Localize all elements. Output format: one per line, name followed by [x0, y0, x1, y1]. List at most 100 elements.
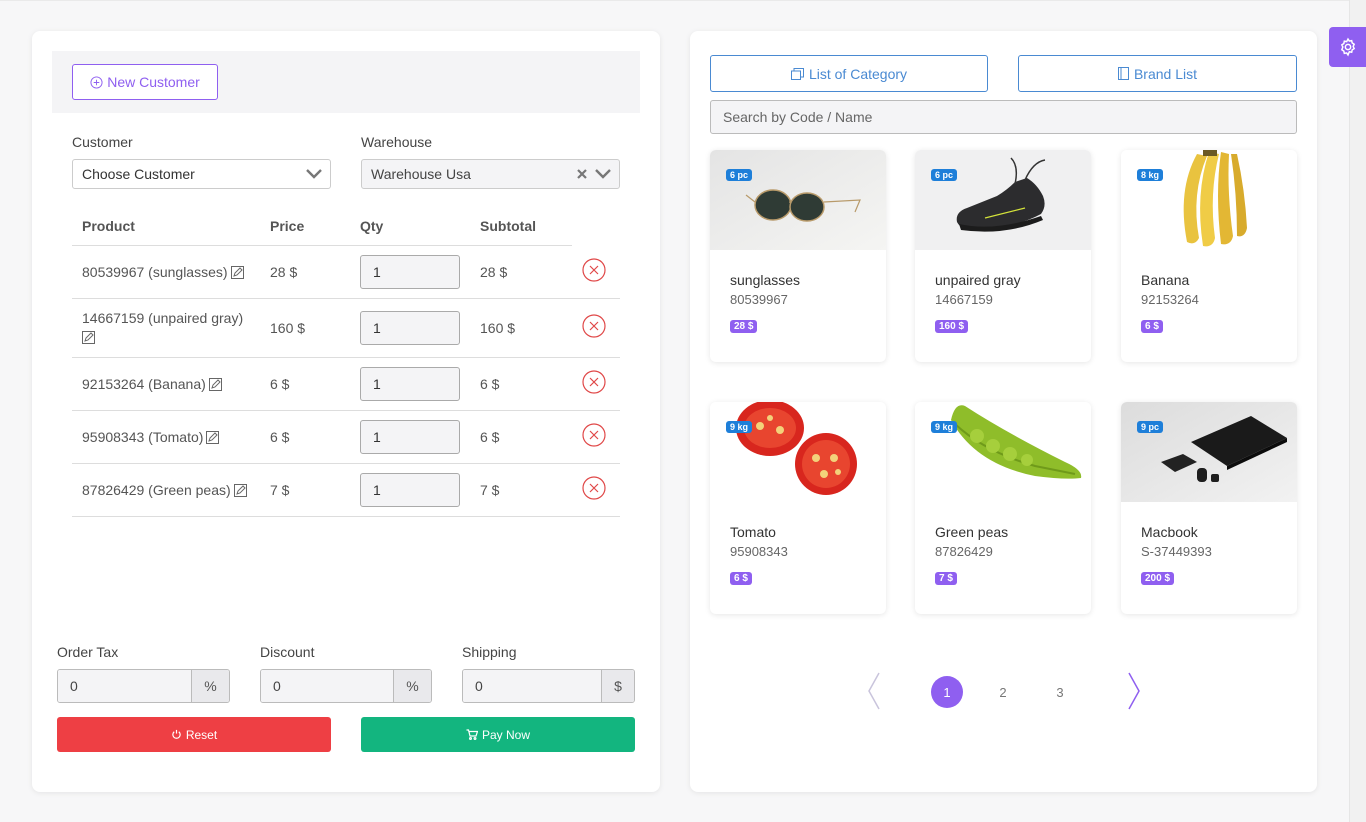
cart-subtotal-cell: 28 $ [470, 245, 572, 299]
order-tax-group: % [57, 669, 230, 703]
cart-product-name: 80539967 (sunglasses) [82, 263, 228, 280]
list-of-category-label: List of Category [808, 65, 908, 82]
reset-button[interactable]: Reset [57, 717, 331, 752]
remove-item-button[interactable] [582, 258, 606, 282]
customizer-settings-button[interactable] [1329, 27, 1366, 67]
clear-icon[interactable] [577, 169, 587, 179]
gear-icon [1340, 37, 1355, 57]
product-card[interactable]: 6 pc unpaired gray 14667159 160 $ [915, 150, 1091, 362]
prev-page-button[interactable] [865, 671, 885, 711]
chevron-right-icon [1128, 672, 1140, 710]
subtotal-column-header: Subtotal [470, 208, 572, 246]
close-circle-icon [582, 476, 606, 500]
product-column-header: Product [72, 208, 260, 246]
shipping-input[interactable] [463, 670, 601, 702]
page-2-button[interactable]: 2 [999, 684, 1007, 700]
discount-group: % [260, 669, 432, 703]
product-card[interactable]: 9 kg Tomato 95908343 6 $ [710, 402, 886, 614]
cart-product-name: 95908343 (Tomato) [82, 428, 204, 445]
product-image [1121, 402, 1297, 502]
price-badge: 6 $ [730, 572, 752, 585]
shipping-unit: $ [601, 670, 634, 702]
remove-item-button[interactable] [582, 423, 606, 447]
remove-item-button[interactable] [582, 314, 606, 338]
cart-product-cell: 92153264 (Banana) [72, 357, 260, 411]
page-scrollbar[interactable] [1349, 0, 1366, 822]
chevron-left-icon [868, 672, 880, 710]
discount-unit: % [393, 670, 431, 702]
remove-item-button[interactable] [582, 476, 606, 500]
edit-icon[interactable] [208, 377, 222, 391]
cart-product-name: 87826429 (Green peas) [82, 481, 231, 498]
product-code: 80539967 [730, 292, 788, 307]
qty-input[interactable] [360, 472, 460, 507]
plus-circle-icon [90, 75, 103, 89]
product-name: Green peas [935, 524, 1009, 540]
product-code: 92153264 [1141, 292, 1199, 307]
product-card[interactable]: 9 pc Macbook S-37449393 200 $ [1121, 402, 1297, 614]
cart-price-cell: 6 $ [260, 410, 350, 464]
product-name: unpaired gray [935, 272, 1021, 288]
order-tax-input[interactable] [58, 670, 191, 702]
cart-panel: New Customer Customer Choose Customer Wa… [32, 31, 660, 792]
product-name: sunglasses [730, 272, 801, 288]
chevron-down-icon [595, 169, 611, 179]
stock-badge: 9 pc [1137, 421, 1164, 433]
pay-now-label: Pay Now [481, 727, 531, 742]
new-customer-button[interactable]: New Customer [72, 64, 218, 100]
edit-icon[interactable] [230, 265, 244, 279]
warehouse-select[interactable]: Warehouse Usa [361, 159, 620, 189]
product-card[interactable]: 9 kg Green peas 87826429 7 $ [915, 402, 1091, 614]
cart-price-cell: 28 $ [260, 245, 350, 299]
next-page-button[interactable] [1123, 671, 1143, 711]
cart-price-cell: 160 $ [260, 298, 350, 358]
qty-input[interactable] [360, 419, 460, 454]
edit-icon[interactable] [206, 430, 220, 444]
product-card[interactable]: 6 pc sunglasses 80539967 28 $ [710, 150, 886, 362]
cart-icon [466, 729, 478, 740]
pay-now-button[interactable]: Pay Now [361, 717, 635, 752]
customer-label: Customer [72, 134, 133, 150]
product-search-input[interactable] [710, 100, 1297, 134]
shipping-group: $ [462, 669, 635, 703]
edit-icon[interactable] [233, 483, 247, 497]
qty-input[interactable] [360, 366, 460, 401]
cart-remove-cell [572, 463, 620, 517]
product-code: S-37449393 [1141, 544, 1212, 559]
cart-table: Product Price Qty Subtotal 80539967 (sun… [72, 208, 620, 517]
stock-badge: 9 kg [726, 421, 753, 433]
page-1-button[interactable]: 1 [931, 676, 963, 708]
customer-select[interactable]: Choose Customer [72, 159, 331, 189]
product-image [710, 150, 886, 250]
remove-item-button[interactable] [582, 370, 606, 394]
cart-subtotal-cell: 160 $ [470, 298, 572, 358]
book-icon [1117, 67, 1129, 80]
cart-subtotal-cell: 6 $ [470, 410, 572, 464]
qty-column-header: Qty [350, 208, 470, 246]
close-circle-icon [582, 370, 606, 394]
close-circle-icon [582, 423, 606, 447]
brand-list-button[interactable]: Brand List [1018, 55, 1297, 92]
qty-input[interactable] [360, 254, 460, 289]
close-circle-icon [582, 258, 606, 282]
product-card[interactable]: 8 kg Banana 92153264 6 $ [1121, 150, 1297, 362]
discount-input[interactable] [261, 670, 393, 702]
page-3-button[interactable]: 3 [1056, 684, 1064, 700]
warehouse-select-value: Warehouse Usa [371, 166, 471, 182]
product-name: Macbook [1141, 524, 1198, 540]
brand-list-label: Brand List [1133, 65, 1198, 82]
warehouse-label: Warehouse [361, 134, 433, 150]
product-code: 95908343 [730, 544, 788, 559]
cart-row: 95908343 (Tomato) 6 $ 6 $ [72, 410, 620, 464]
stock-badge: 8 kg [1137, 169, 1164, 181]
list-of-category-button[interactable]: List of Category [710, 55, 988, 92]
cart-row: 14667159 (unpaired gray) 160 $ 160 $ [72, 298, 620, 358]
stock-badge: 6 pc [726, 169, 753, 181]
edit-icon[interactable] [82, 330, 95, 344]
cart-subtotal-cell: 6 $ [470, 357, 572, 411]
chevron-down-icon [306, 169, 322, 179]
stock-badge: 6 pc [931, 169, 958, 181]
qty-input[interactable] [360, 310, 460, 345]
product-name: Tomato [730, 524, 776, 540]
cart-remove-cell [572, 245, 620, 299]
